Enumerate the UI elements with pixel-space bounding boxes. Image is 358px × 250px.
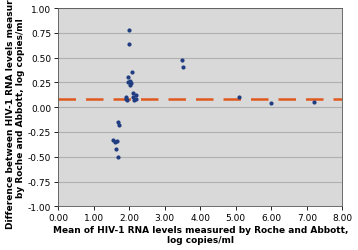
Point (236, 96, 242, 100)
Point (116, 124, 122, 128)
Point (132, 99, 137, 103)
Point (180, 65, 186, 69)
Point (130, 92, 136, 96)
Point (127, 84, 133, 88)
Point (129, 71, 135, 75)
Point (126, 76, 131, 80)
Y-axis label: Difference between HIV-1 RNA levels measured
by Roche and Abbott, log copies/ml: Difference between HIV-1 RNA levels meas… (6, 0, 25, 228)
X-axis label: Mean of HIV-1 RNA levels measured by Roche and Abbott,
log copies/ml: Mean of HIV-1 RNA levels measured by Roc… (53, 225, 348, 244)
Point (125, 99, 130, 103)
Point (113, 147, 118, 151)
Point (127, 80, 133, 84)
Point (110, 139, 116, 143)
Point (123, 98, 129, 102)
Point (125, 81, 131, 85)
Point (116, 120, 121, 124)
Point (126, 42, 132, 46)
Point (179, 58, 185, 62)
Point (124, 96, 129, 100)
Point (115, 155, 121, 159)
Point (126, 29, 132, 33)
Point (268, 102, 274, 106)
Point (133, 98, 139, 102)
Point (114, 140, 120, 144)
Point (131, 96, 136, 100)
Point (311, 101, 317, 105)
Point (128, 82, 134, 86)
Point (112, 141, 118, 145)
Point (134, 94, 139, 98)
